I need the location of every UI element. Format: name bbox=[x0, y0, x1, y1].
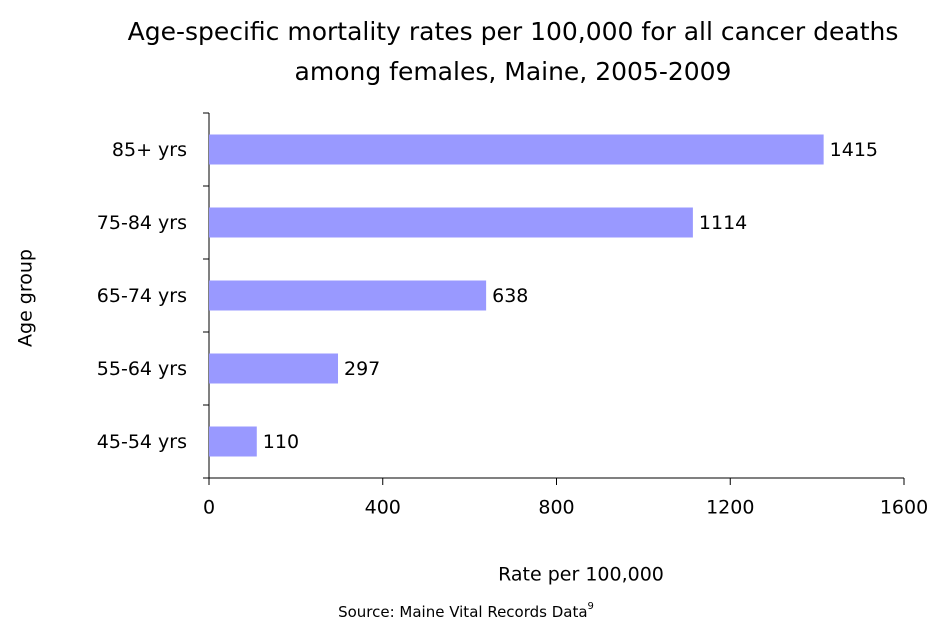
source-text: Source: Maine Vital Records Data bbox=[338, 603, 587, 621]
x-axis-label: Rate per 100,000 bbox=[498, 564, 664, 586]
bar bbox=[209, 426, 257, 457]
x-tick-label: 1600 bbox=[880, 497, 928, 519]
value-label: 1114 bbox=[699, 212, 747, 234]
value-label: 1415 bbox=[830, 139, 878, 161]
x-tick-label: 400 bbox=[365, 497, 401, 519]
y-tick-label: 85+ yrs bbox=[112, 139, 187, 161]
bar bbox=[209, 207, 693, 238]
y-tick-label: 55-64 yrs bbox=[97, 358, 187, 380]
y-tick-label: 75-84 yrs bbox=[97, 212, 187, 234]
source-superscript: 9 bbox=[588, 601, 594, 612]
source: Source: Maine Vital Records Data9 bbox=[338, 601, 594, 621]
bar bbox=[209, 134, 824, 165]
x-tick-label: 1200 bbox=[706, 497, 754, 519]
x-tick-label: 800 bbox=[538, 497, 574, 519]
value-label: 297 bbox=[344, 358, 380, 380]
y-tick-label: 45-54 yrs bbox=[97, 431, 187, 453]
value-label: 638 bbox=[492, 285, 528, 307]
chart-title: Age-specific mortality rates per 100,000… bbox=[127, 17, 899, 86]
value-label: 110 bbox=[263, 431, 299, 453]
y-tick-label: 65-74 yrs bbox=[97, 285, 187, 307]
bar bbox=[209, 280, 487, 311]
bar bbox=[209, 353, 339, 384]
x-tick-label: 0 bbox=[203, 497, 215, 519]
y-axis-label: Age group bbox=[15, 249, 37, 347]
